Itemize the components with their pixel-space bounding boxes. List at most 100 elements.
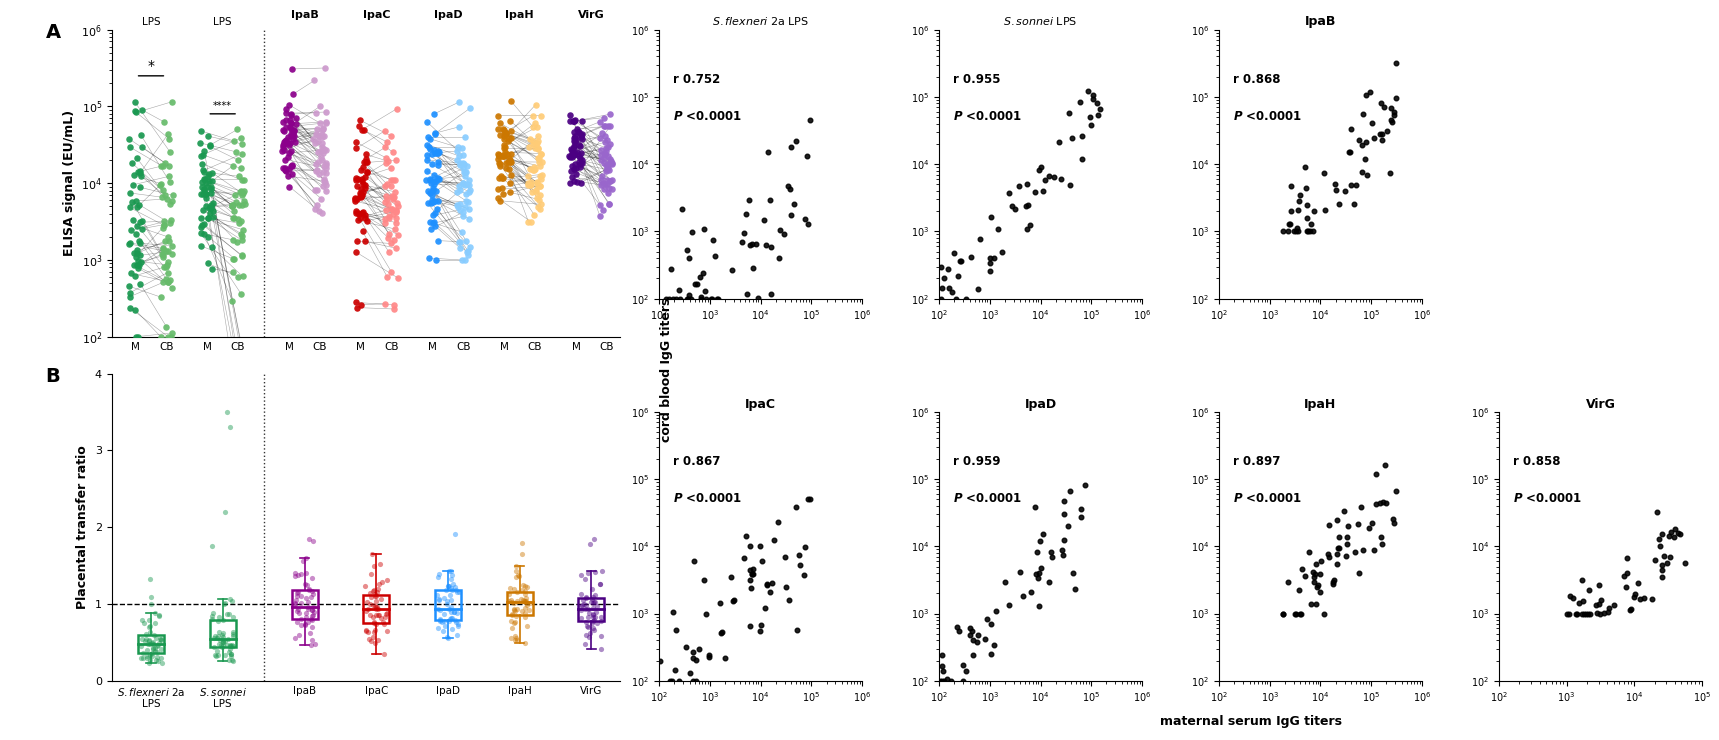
Point	[1377, 102, 1404, 114]
Point	[560, 163, 588, 175]
Point	[524, 137, 552, 149]
Point	[1368, 129, 1396, 141]
Point	[598, 155, 626, 167]
Point	[150, 222, 177, 234]
Point	[1595, 606, 1623, 618]
Point	[1318, 578, 1346, 590]
Point	[497, 149, 524, 161]
Point	[1569, 608, 1597, 619]
Point	[591, 130, 619, 142]
Point	[928, 293, 956, 305]
Point	[155, 266, 182, 278]
Point	[206, 639, 234, 651]
Point	[146, 179, 174, 191]
Point	[1368, 97, 1396, 109]
Point	[486, 160, 514, 172]
Point	[1621, 591, 1649, 603]
Point	[560, 175, 588, 186]
Point	[593, 150, 621, 162]
Point	[559, 146, 586, 158]
Point	[1382, 485, 1410, 497]
Point	[122, 331, 150, 343]
Point	[363, 590, 390, 602]
Point	[220, 630, 248, 642]
Point	[657, 675, 684, 687]
Point	[299, 634, 327, 646]
Point	[444, 199, 471, 211]
Point	[485, 149, 512, 161]
Point	[291, 619, 318, 631]
Point	[567, 600, 595, 612]
Point	[141, 645, 168, 656]
Point	[523, 176, 550, 188]
Point	[380, 234, 407, 246]
Point	[304, 135, 332, 147]
Point	[1569, 608, 1597, 619]
Point	[158, 214, 186, 226]
Point	[220, 205, 248, 217]
Point	[359, 616, 387, 628]
Point	[1576, 585, 1604, 596]
Point	[143, 647, 170, 659]
Point	[311, 144, 339, 156]
Title: IpaH: IpaH	[1305, 397, 1337, 411]
Point	[517, 215, 545, 227]
Point	[707, 597, 734, 609]
Point	[187, 240, 215, 252]
Point	[596, 108, 624, 120]
Point	[485, 157, 512, 169]
Point	[437, 601, 464, 613]
Point	[134, 657, 162, 669]
Point	[217, 639, 244, 651]
Point	[591, 144, 619, 156]
Point	[524, 130, 552, 142]
Point	[500, 617, 528, 629]
Point	[119, 214, 146, 226]
Point	[423, 147, 450, 159]
Point	[218, 595, 246, 607]
Point	[739, 568, 767, 580]
Point	[712, 652, 739, 664]
Point	[364, 579, 392, 591]
Point	[578, 617, 605, 629]
Point	[196, 175, 223, 187]
Point	[559, 147, 586, 158]
Point	[569, 599, 596, 610]
Point	[199, 205, 227, 217]
Point	[1318, 576, 1346, 588]
Point	[125, 235, 153, 247]
Point	[278, 63, 306, 75]
Point	[129, 223, 156, 235]
Point	[155, 231, 182, 243]
Point	[151, 219, 179, 231]
Point	[454, 178, 481, 190]
Point	[380, 174, 407, 186]
Point	[122, 229, 150, 240]
Point	[1282, 608, 1310, 619]
Point	[210, 639, 237, 650]
Point	[194, 258, 222, 269]
Point	[445, 150, 473, 162]
Bar	[578, 598, 605, 621]
Point	[492, 127, 519, 139]
Point	[567, 155, 595, 166]
Point	[383, 197, 411, 209]
Point	[581, 596, 609, 608]
Point	[1315, 519, 1343, 531]
Point	[684, 278, 712, 289]
Point	[150, 249, 177, 260]
Point	[225, 373, 253, 385]
Point	[191, 184, 218, 195]
Point	[511, 611, 538, 623]
Point	[674, 243, 701, 255]
Point	[665, 675, 693, 687]
Point	[213, 608, 241, 620]
Point	[928, 675, 956, 687]
Text: ****: ****	[213, 101, 232, 111]
Point	[423, 254, 450, 266]
Point	[1281, 226, 1308, 238]
Point	[287, 613, 315, 625]
Point	[382, 186, 409, 198]
Point	[139, 639, 167, 650]
Text: r 0.959: r 0.959	[954, 455, 1000, 468]
